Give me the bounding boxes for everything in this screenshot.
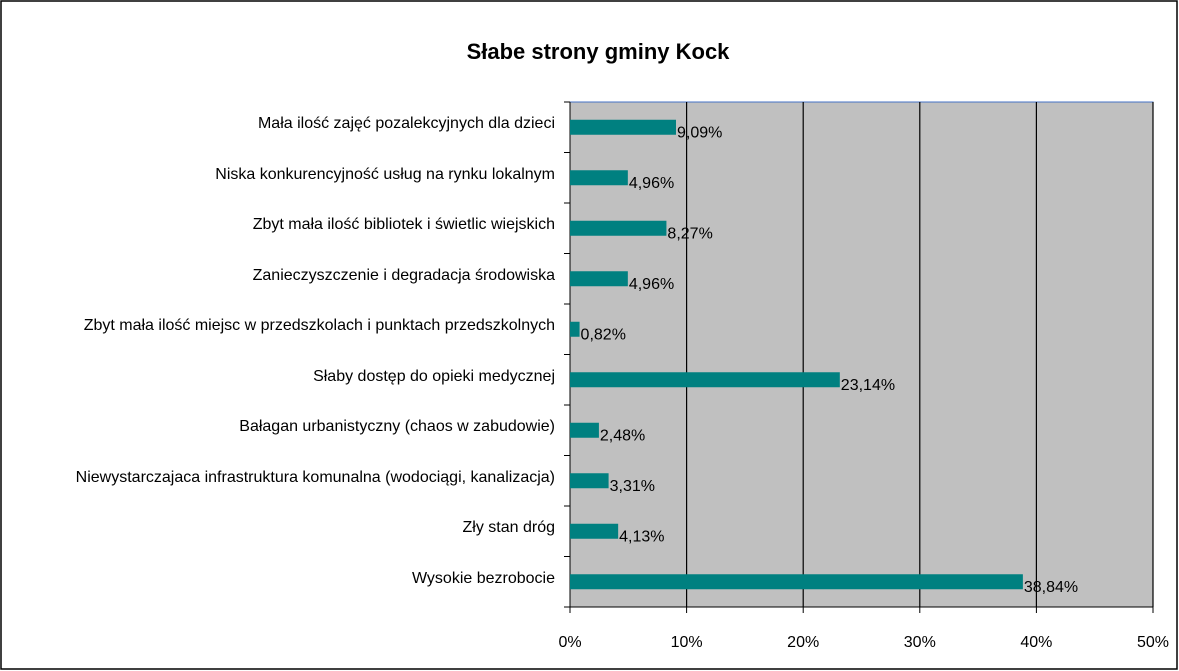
bar — [570, 574, 1023, 590]
data-label: 4,13% — [619, 528, 664, 545]
category-text: Niska konkurencyjność usług na rynku lok… — [215, 165, 555, 183]
x-tick-label: 50% — [1137, 634, 1169, 651]
y-tick-label: Niska konkurencyjność usług na rynku lok… — [10, 150, 555, 201]
x-tick-label: 10% — [671, 634, 703, 651]
category-text: Zbyt mała ilość bibliotek i świetlic wie… — [252, 216, 555, 234]
bar — [570, 473, 609, 489]
y-tick-label: Zbyt mała ilość bibliotek i świetlic wie… — [10, 200, 555, 251]
y-tick-label: Słaby dostęp do opieki medycznej — [10, 352, 555, 403]
plot-area — [569, 101, 1154, 608]
data-label: 2,48% — [600, 427, 645, 444]
x-tick-label: 40% — [1020, 634, 1052, 651]
bar — [570, 220, 667, 236]
category-text: Zanieczyszczenie i degradacja środowiska — [252, 266, 555, 284]
category-text: Niewystarczajaca infrastruktura komunaln… — [75, 468, 555, 486]
category-text: Zbyt mała ilość miejsc w przedszkolach i… — [83, 317, 555, 335]
x-tick-label: 30% — [904, 634, 936, 651]
bar — [570, 170, 628, 186]
y-tick-label: Mała ilość zajęć pozalekcyjnych dla dzie… — [10, 99, 555, 150]
y-tick-label: Zanieczyszczenie i degradacja środowiska — [10, 251, 555, 302]
y-tick-label: Zbyt mała ilość miejsc w przedszkolach i… — [10, 301, 555, 352]
bar — [570, 119, 676, 135]
data-label: 23,14% — [841, 377, 895, 394]
data-label: 9,09% — [677, 124, 722, 141]
x-tick-label: 20% — [787, 634, 819, 651]
category-text: Zły stan dróg — [462, 519, 555, 537]
data-label: 8,27% — [667, 225, 712, 242]
data-label: 4,96% — [629, 175, 674, 192]
data-label: 38,84% — [1024, 579, 1078, 596]
bar — [570, 372, 840, 388]
bar — [570, 271, 628, 287]
bar — [570, 422, 599, 438]
data-label: 0,82% — [581, 326, 626, 343]
x-tick-label: 0% — [558, 634, 581, 651]
chart-title: Słabe strony gminy Kock — [467, 39, 731, 64]
category-text: Wysokie bezrobocie — [411, 569, 555, 587]
data-label: 4,96% — [629, 276, 674, 293]
category-text: Słaby dostęp do opieki medycznej — [313, 367, 555, 385]
y-tick-label: Niewystarczajaca infrastruktura komunaln… — [10, 453, 555, 504]
category-text: Mała ilość zajęć pozalekcyjnych dla dzie… — [257, 115, 555, 133]
y-tick-label: Wysokie bezrobocie — [10, 554, 555, 605]
data-label: 3,31% — [610, 478, 655, 495]
y-tick-label: Zły stan dróg — [10, 503, 555, 554]
bar — [570, 523, 619, 539]
category-text: Bałagan urbanistyczny (chaos w zabudowie… — [239, 418, 555, 436]
bar — [570, 321, 580, 337]
y-tick-label: Bałagan urbanistyczny (chaos w zabudowie… — [10, 402, 555, 453]
